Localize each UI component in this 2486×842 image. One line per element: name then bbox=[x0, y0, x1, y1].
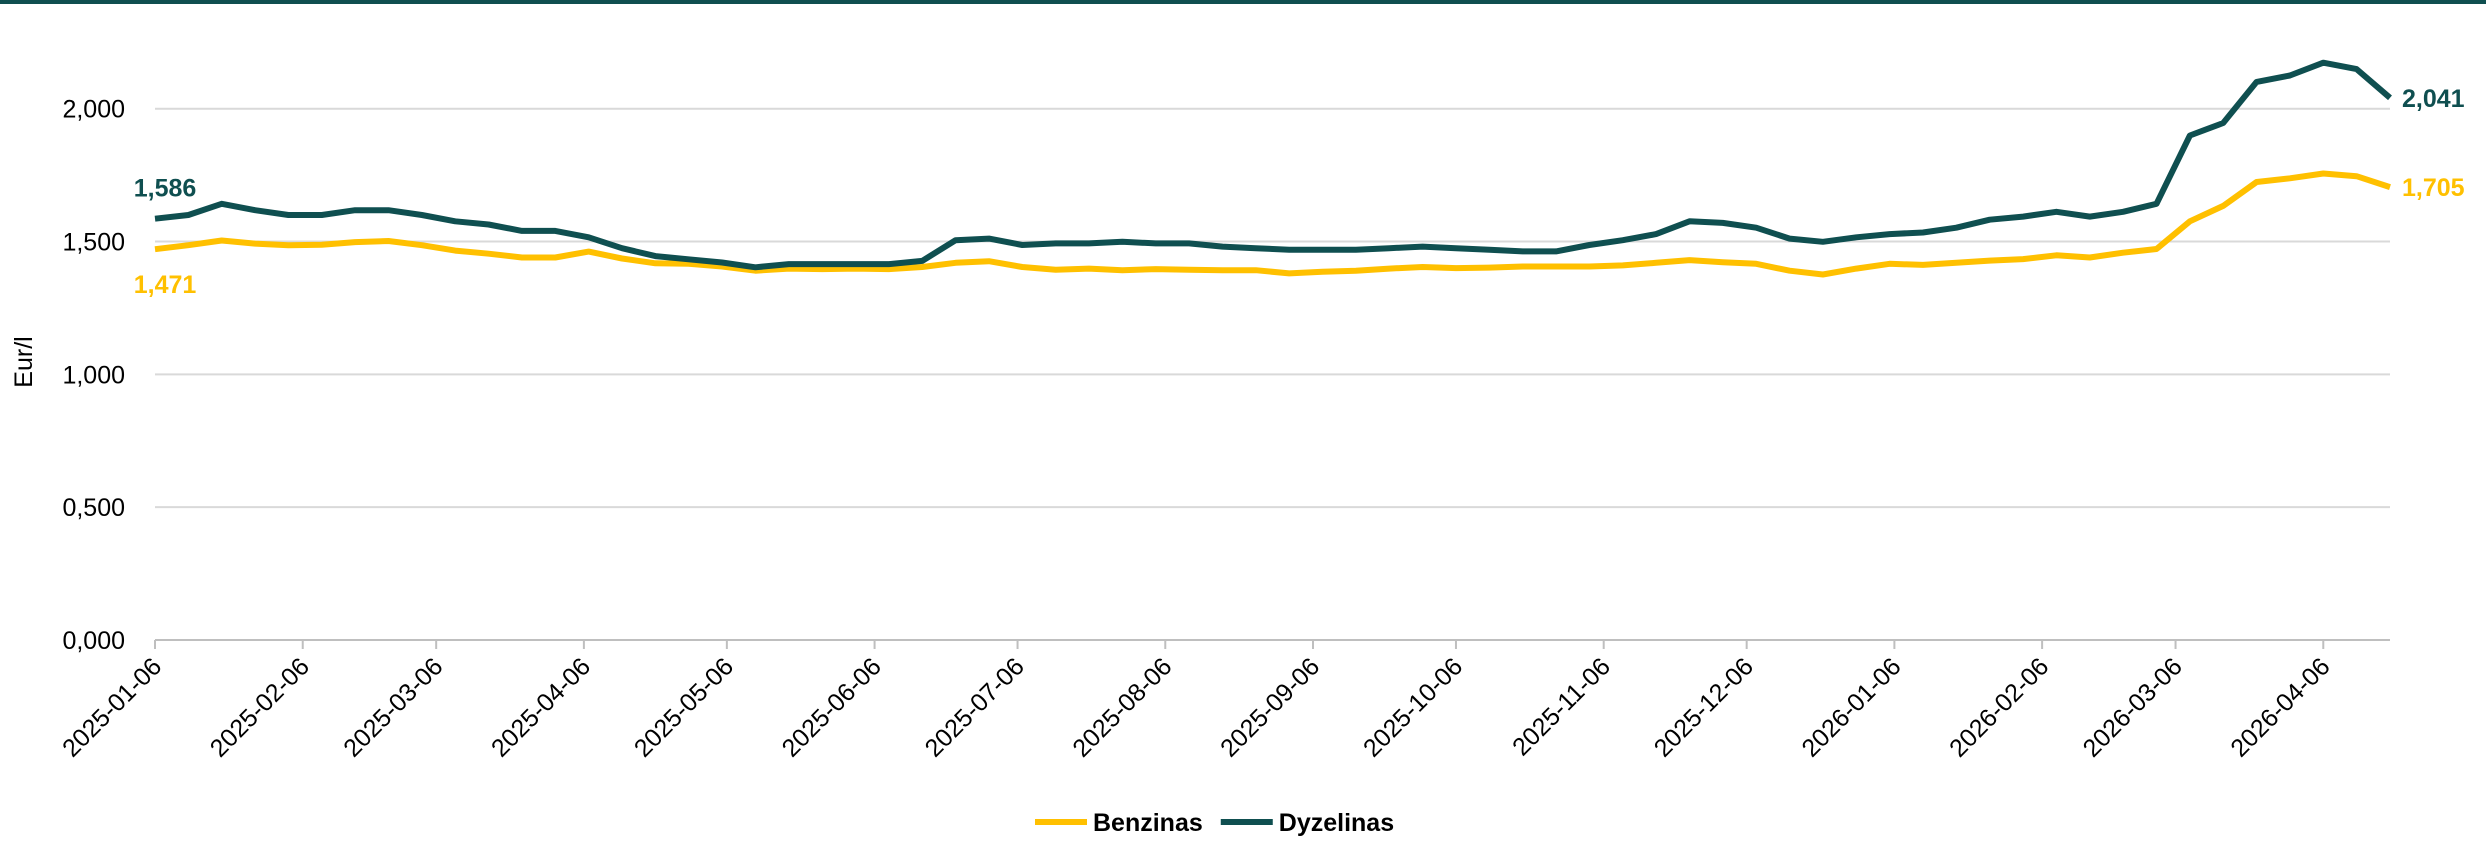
data-label: 1,705 bbox=[2402, 174, 2465, 202]
y-tick-label: 0,500 bbox=[62, 494, 125, 522]
x-tick-label: 2025-10-06 bbox=[1358, 652, 1468, 762]
x-tick-label: 2026-04-06 bbox=[2225, 652, 2335, 762]
y-tick-label: 2,000 bbox=[62, 96, 125, 124]
data-label: 2,041 bbox=[2402, 85, 2465, 113]
top-border bbox=[0, 0, 2486, 4]
x-tick-label: 2025-11-06 bbox=[1507, 652, 1616, 761]
y-tick-label: 1,500 bbox=[62, 229, 125, 257]
y-tick-label: 0,000 bbox=[62, 627, 125, 655]
x-tick-label: 2025-02-06 bbox=[205, 652, 315, 762]
y-axis-title: Eur/l bbox=[10, 336, 38, 387]
x-tick-label: 2025-04-06 bbox=[486, 652, 596, 762]
series-line bbox=[154, 170, 2391, 278]
x-tick-label: 2025-12-06 bbox=[1649, 652, 1759, 762]
x-tick-label: 2025-07-06 bbox=[920, 652, 1030, 762]
x-tick-label: 2026-02-06 bbox=[1944, 652, 2054, 762]
y-tick-label: 1,000 bbox=[62, 361, 125, 389]
x-tick-label: 2025-03-06 bbox=[338, 652, 448, 762]
x-tick-label: 2026-03-06 bbox=[2078, 652, 2188, 762]
x-tick-label: 2026-01-06 bbox=[1796, 652, 1906, 762]
data-label: 1,471 bbox=[134, 271, 197, 299]
x-tick-label: 2025-01-06 bbox=[57, 652, 167, 762]
legend-label: Benzinas bbox=[1093, 809, 1203, 837]
series-line bbox=[154, 59, 2392, 271]
x-tick-label: 2025-05-06 bbox=[629, 652, 739, 762]
x-tick-label: 2025-08-06 bbox=[1067, 652, 1177, 762]
data-label: 1,586 bbox=[134, 175, 197, 203]
legend-label: Dyzelinas bbox=[1279, 809, 1394, 837]
x-tick-label: 2025-06-06 bbox=[777, 652, 887, 762]
x-tick-label: 2025-09-06 bbox=[1215, 652, 1325, 762]
